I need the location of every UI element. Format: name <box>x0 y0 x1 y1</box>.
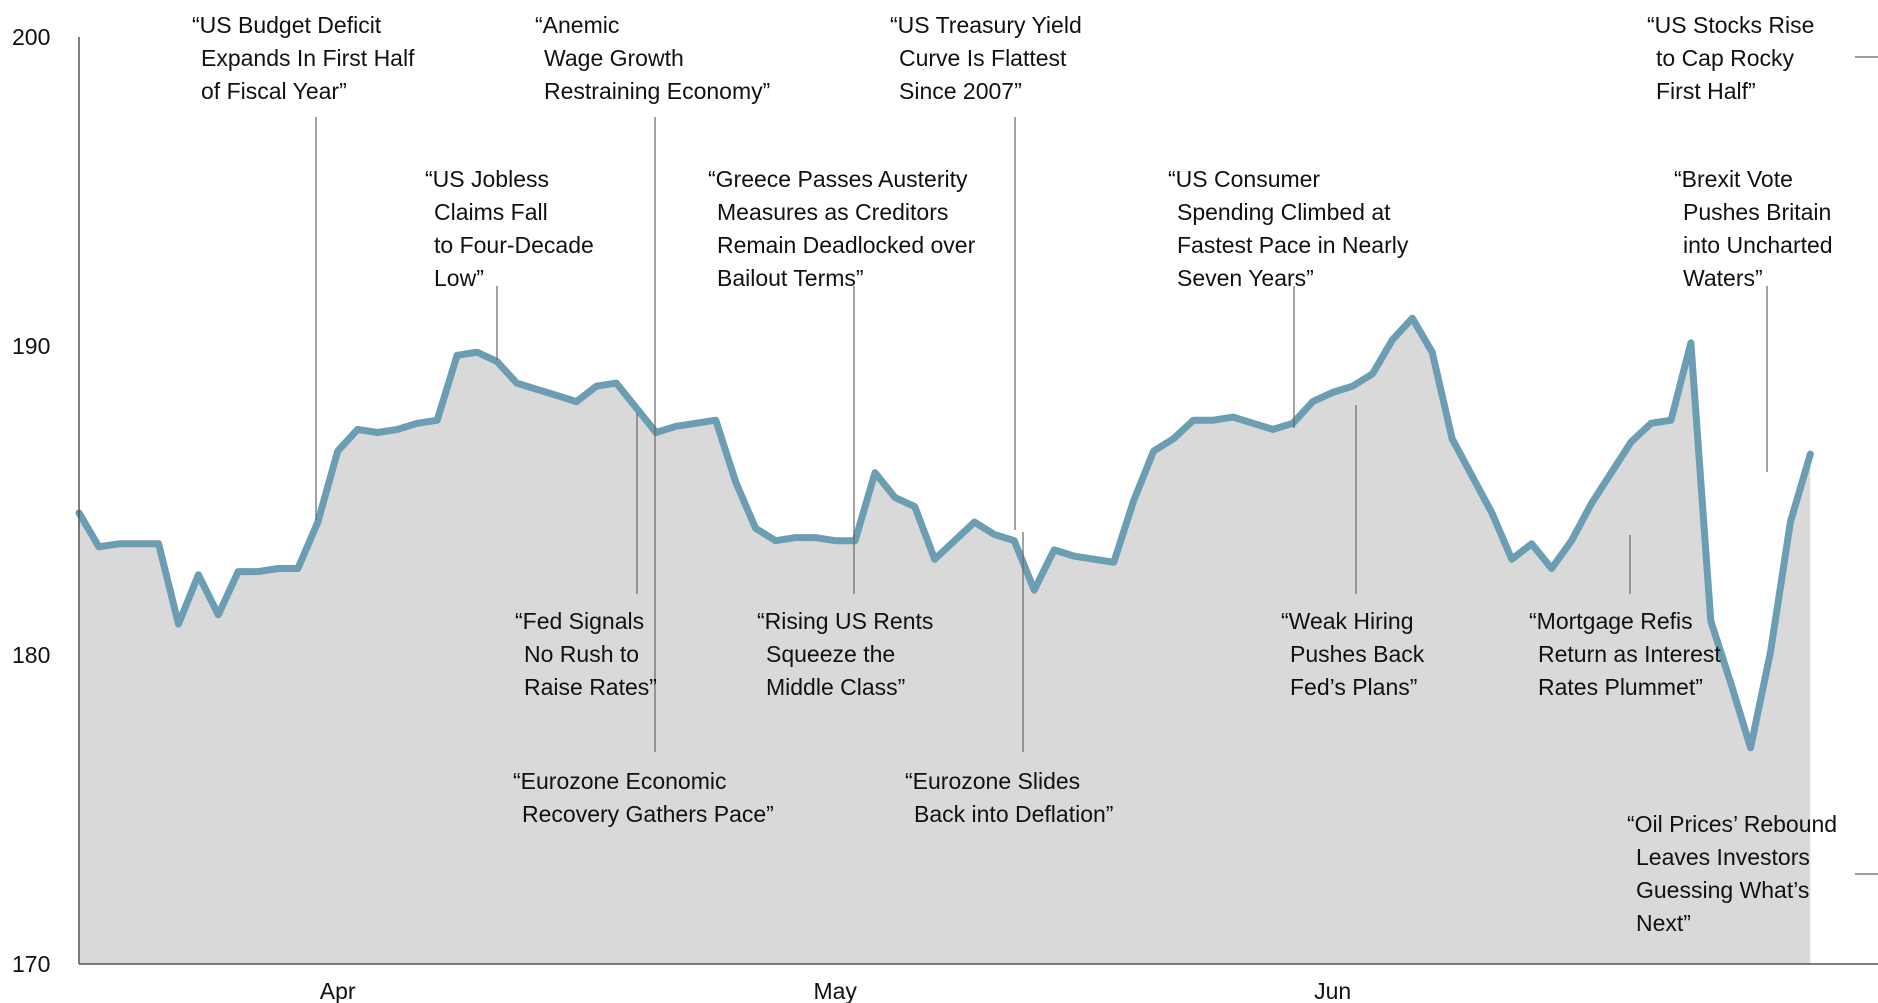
annotation: “US Budget Deficit Expands In First Half o… <box>192 12 415 520</box>
annotation-line: “US Budget Deficit <box>192 12 382 38</box>
annotation-line: First Half” <box>1656 78 1756 104</box>
annotation: “US Stocks Rise to Cap Rocky First Half” <box>1647 12 1878 104</box>
y-tick-label: 190 <box>12 333 50 359</box>
annotation-line: “Rising US Rents <box>757 608 933 634</box>
annotation-line: Waters” <box>1683 265 1763 291</box>
annotation-line: Fastest Pace in Nearly <box>1177 232 1409 258</box>
annotation-line: “Greece Passes Austerity <box>708 166 968 192</box>
annotation-line: “Anemic <box>535 12 619 38</box>
annotation-line: Raise Rates” <box>524 674 657 700</box>
y-tick-label: 180 <box>12 642 50 668</box>
area-fill <box>79 318 1811 964</box>
annotation-line: Wage Growth <box>544 45 684 71</box>
x-tick-label: Apr <box>320 978 356 1003</box>
annotation-line: Since 2007” <box>899 78 1022 104</box>
annotation: “Weak Hiring Pushes Back Fed’s Plans” <box>1281 405 1425 700</box>
annotation: “Eurozone Economic Recovery Gathers Pace” <box>513 768 774 827</box>
annotation-line: Bailout Terms” <box>717 265 864 291</box>
annotation: “US Treasury Yield Curve Is Flattest Since… <box>890 12 1082 530</box>
annotation: “Mortgage Refis Return as Interest Rates P… <box>1529 535 1721 700</box>
y-tick-label: 200 <box>12 24 50 50</box>
annotation-line: Restraining Economy” <box>544 78 770 104</box>
annotation-line: Seven Years” <box>1177 265 1314 291</box>
annotation-line: “Fed Signals <box>515 608 644 634</box>
annotation-line: Back into Deflation” <box>914 801 1113 827</box>
annotation: “Brexit Vote Pushes Britain into Uncharted… <box>1674 166 1833 472</box>
annotation-line: Curve Is Flattest <box>899 45 1067 71</box>
annotation-line: into Uncharted <box>1683 232 1833 258</box>
annotation-line: Squeeze the <box>766 641 895 667</box>
annotation-line: “US Treasury Yield <box>890 12 1082 38</box>
x-tick-label: May <box>813 978 857 1003</box>
annotation-line: to Four-Decade <box>434 232 594 258</box>
annotation-line: Expands In First Half <box>201 45 415 71</box>
annotation-layer: “US Budget Deficit Expands In First Half o… <box>192 12 1878 936</box>
annotation: “Fed Signals No Rush to Raise Rates” <box>515 413 657 700</box>
annotation-line: Return as Interest <box>1538 641 1721 667</box>
annotation-line: Next” <box>1636 910 1691 936</box>
annotation: “Greece Passes Austerity Measures as Cred… <box>708 166 976 594</box>
axes: 170 180 190 200 Apr May Jun <box>12 24 1878 1003</box>
annotation-line: to Cap Rocky <box>1656 45 1795 71</box>
annotation-line: “Eurozone Slides <box>905 768 1080 794</box>
annotation: “Eurozone Slides Back into Deflation” <box>905 532 1113 827</box>
annotation: “Oil Prices’ Rebound Leaves Investors Gues… <box>1627 811 1878 936</box>
annotation-line: “US Jobless <box>425 166 549 192</box>
annotation-line: Recovery Gathers Pace” <box>522 801 774 827</box>
y-tick-label: 170 <box>12 951 50 977</box>
annotation: “Rising US Rents Squeeze the Middle Class” <box>757 608 933 700</box>
annotation-line: Middle Class” <box>766 674 905 700</box>
series-line <box>75 314 1814 752</box>
annotation-line: “Brexit Vote <box>1674 166 1793 192</box>
annotation-line: Spending Climbed at <box>1177 199 1391 225</box>
annotation-line: No Rush to <box>524 641 639 667</box>
annotation-line: Leaves Investors <box>1636 844 1810 870</box>
annotation-line: “Eurozone Economic <box>513 768 727 794</box>
annotation-line: “Mortgage Refis <box>1529 608 1693 634</box>
annotation-line: Guessing What’s <box>1636 877 1809 903</box>
annotation-line: Pushes Britain <box>1683 199 1831 225</box>
annotation-line: Remain Deadlocked over <box>717 232 976 258</box>
annotation-line: “Weak Hiring <box>1281 608 1414 634</box>
annotation-line: Claims Fall <box>434 199 548 225</box>
annotation-line: “US Stocks Rise <box>1647 12 1814 38</box>
plot-area <box>75 314 1814 964</box>
annotation-line: Low” <box>434 265 484 291</box>
annotation-line: of Fiscal Year” <box>201 78 347 104</box>
annotation: “Anemic Wage Growth Restraining Economy” <box>535 12 770 752</box>
annotation-line: Measures as Creditors <box>717 199 948 225</box>
annotation-line: “Oil Prices’ Rebound <box>1627 811 1837 837</box>
x-tick-label: Jun <box>1314 978 1351 1003</box>
annotation-line: Fed’s Plans” <box>1290 674 1417 700</box>
annotation: “US Consumer Spending Climbed at Fastest P… <box>1168 166 1409 428</box>
annotation-line: Rates Plummet” <box>1538 674 1703 700</box>
annotation-line: “US Consumer <box>1168 166 1320 192</box>
annotation: “US Jobless Claims Fall to Four-Decade Low” <box>425 166 594 360</box>
annotation-line: Pushes Back <box>1290 641 1425 667</box>
